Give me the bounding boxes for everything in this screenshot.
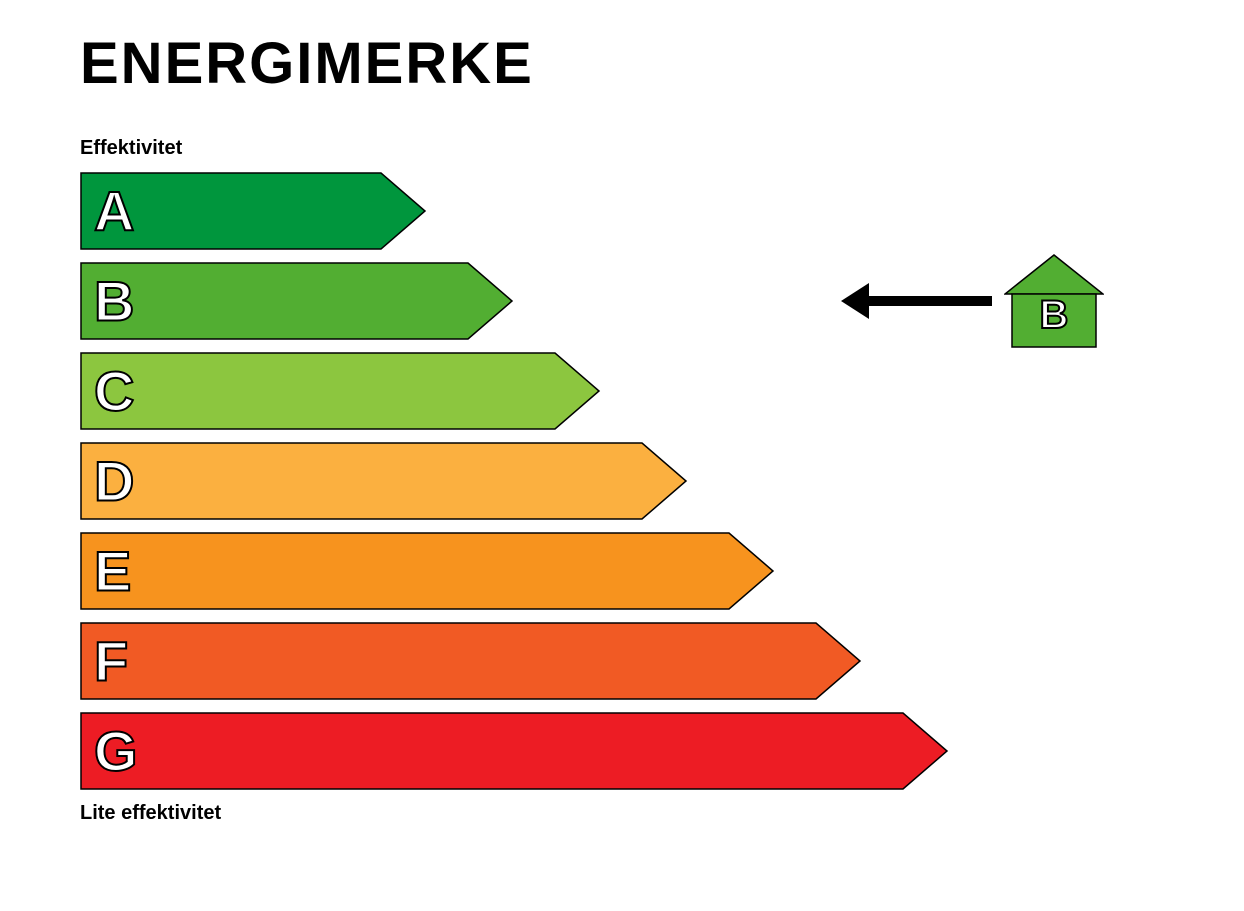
bar-letter: A	[94, 179, 134, 244]
energy-bar-f: F	[80, 622, 1164, 700]
energy-bars: ABBCDEFG	[80, 172, 1164, 790]
house-icon: B	[1004, 254, 1104, 348]
rating-indicator: B	[839, 254, 1104, 348]
bar-letter: C	[94, 359, 134, 424]
arrow-left-icon	[839, 281, 994, 321]
bar-letter: G	[94, 719, 138, 784]
top-label: Effektivitet	[80, 137, 1164, 160]
bar-letter: B	[94, 269, 134, 334]
energy-bar-g: G	[80, 712, 1164, 790]
bottom-label: Lite effektivitet	[80, 802, 1164, 825]
title: ENERGIMERKE	[80, 30, 1164, 97]
energy-bar-b: BB	[80, 262, 1164, 340]
bar-letter: F	[94, 629, 128, 694]
bar-letter: E	[94, 539, 131, 604]
energy-bar-e: E	[80, 532, 1164, 610]
energy-bar-c: C	[80, 352, 1164, 430]
bar-letter: D	[94, 449, 134, 514]
energy-bar-a: A	[80, 172, 1164, 250]
rating-letter: B	[1040, 293, 1069, 338]
energy-bar-d: D	[80, 442, 1164, 520]
